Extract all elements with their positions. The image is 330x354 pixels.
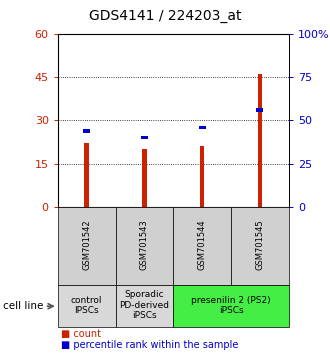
Bar	[58, 285, 115, 327]
Bar	[58, 207, 115, 285]
Bar	[83, 129, 90, 132]
Bar	[115, 285, 173, 327]
Text: control
IPSCs: control IPSCs	[71, 296, 102, 315]
Bar	[200, 147, 205, 207]
Text: cell line: cell line	[3, 301, 44, 311]
Text: GSM701543: GSM701543	[140, 219, 149, 270]
Bar	[141, 136, 148, 139]
Bar	[231, 207, 289, 285]
Bar	[173, 285, 289, 327]
Bar	[256, 108, 263, 112]
Bar	[84, 143, 89, 207]
Text: GSM701542: GSM701542	[82, 219, 91, 270]
Bar	[173, 207, 231, 285]
Text: presenilin 2 (PS2)
iPSCs: presenilin 2 (PS2) iPSCs	[191, 296, 271, 315]
Text: GSM701544: GSM701544	[198, 219, 207, 270]
Text: ■ count: ■ count	[61, 329, 101, 339]
Text: ■ percentile rank within the sample: ■ percentile rank within the sample	[61, 340, 238, 350]
Bar	[257, 74, 262, 207]
Bar	[115, 207, 173, 285]
Bar	[142, 149, 147, 207]
Text: GDS4141 / 224203_at: GDS4141 / 224203_at	[89, 9, 241, 23]
Text: Sporadic
PD-derived
iPSCs: Sporadic PD-derived iPSCs	[119, 291, 169, 320]
Text: GSM701545: GSM701545	[255, 219, 264, 270]
Bar	[199, 126, 206, 129]
